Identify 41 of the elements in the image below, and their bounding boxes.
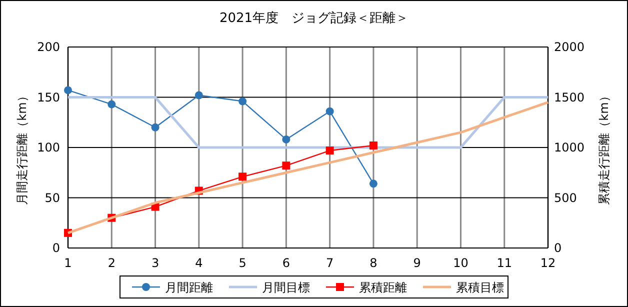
point bbox=[108, 100, 116, 108]
y-tick-label: 0 bbox=[52, 241, 60, 255]
y-tick-label: 50 bbox=[44, 190, 60, 205]
point bbox=[194, 91, 203, 100]
point bbox=[369, 180, 378, 188]
point bbox=[282, 162, 290, 170]
x-tick-label: 12 bbox=[540, 256, 556, 270]
point bbox=[282, 135, 290, 144]
point bbox=[326, 146, 334, 155]
legend-label: 累積目標 bbox=[456, 280, 504, 294]
x-tick-label: 8 bbox=[370, 256, 378, 270]
y2-tick-label: 500 bbox=[554, 190, 577, 205]
point bbox=[369, 141, 378, 150]
y-axis-title: 月間走行距離（km） bbox=[15, 90, 29, 205]
y-tick-label: 200 bbox=[37, 40, 60, 54]
y2-tick-label: 1500 bbox=[554, 90, 585, 104]
x-tick-label: 7 bbox=[326, 256, 334, 270]
point bbox=[151, 123, 160, 132]
y-tick-label: 100 bbox=[37, 140, 60, 154]
y2-tick-label: 2000 bbox=[554, 40, 585, 54]
x-tick-label: 9 bbox=[413, 256, 421, 270]
legend-label: 月間距離 bbox=[165, 280, 213, 294]
point bbox=[238, 172, 247, 181]
x-tick-label: 5 bbox=[238, 256, 246, 270]
legend-label: 累積距離 bbox=[359, 280, 407, 294]
x-tick-label: 11 bbox=[496, 256, 512, 270]
point bbox=[64, 86, 72, 94]
x-tick-label: 6 bbox=[282, 256, 290, 270]
point bbox=[326, 107, 334, 116]
point bbox=[238, 97, 247, 106]
y2-tick-label: 1000 bbox=[554, 140, 585, 154]
chart-title: 2021年度 ジョグ記録＜距離＞ bbox=[219, 10, 409, 26]
legend-label: 月間目標 bbox=[262, 280, 310, 294]
x-tick-label: 2 bbox=[108, 256, 116, 270]
x-tick-label: 10 bbox=[453, 256, 468, 270]
y2-axis-title: 累積走行距離（km） bbox=[597, 90, 611, 205]
y-tick-label: 150 bbox=[37, 90, 60, 104]
y2-tick-label: 0 bbox=[554, 241, 562, 255]
x-tick-label: 4 bbox=[195, 256, 203, 270]
x-tick-label: 3 bbox=[151, 256, 160, 270]
x-tick-label: 1 bbox=[64, 256, 72, 270]
